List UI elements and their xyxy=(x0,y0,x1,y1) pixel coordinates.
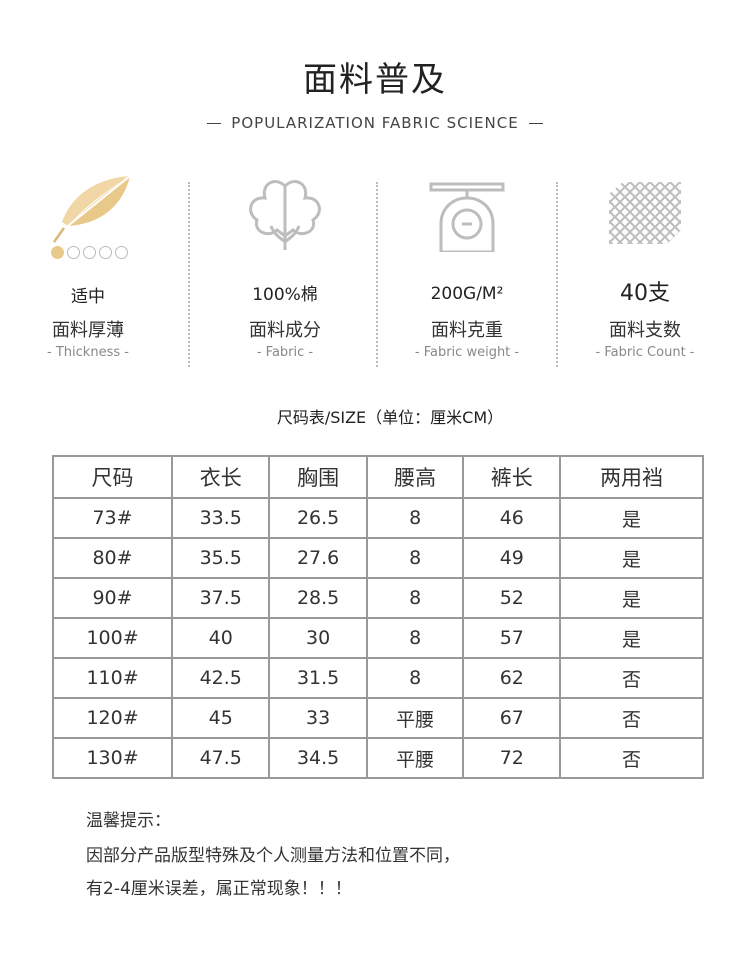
divider xyxy=(376,182,378,367)
table-cell: 28.5 xyxy=(268,577,368,619)
table-cell: 8 xyxy=(365,577,465,619)
table-cell: 30 xyxy=(268,617,368,659)
feature-count: 40支 面料支数 - Fabric Count - xyxy=(560,172,730,372)
feature-name: 面料支数 xyxy=(609,320,681,341)
rating-dot xyxy=(99,246,112,259)
table-cell: 67 xyxy=(462,697,562,739)
table-cell: 8 xyxy=(365,657,465,699)
size-table: 尺码 衣长 胸围 腰高 裤长 两用裆 73# 33.5 26.5 8 46 是 … xyxy=(51,455,704,779)
rating-dot xyxy=(83,246,96,259)
weave-icon xyxy=(609,182,681,244)
divider xyxy=(188,182,190,367)
table-cell: 否 xyxy=(559,697,704,739)
table-cell: 33.5 xyxy=(171,497,271,539)
feature-fabric: 100%棉 面料成分 - Fabric - xyxy=(200,172,370,372)
table-cell: 平腰 xyxy=(365,737,465,779)
table-cell: 35.5 xyxy=(171,537,271,579)
header-length: 衣长 xyxy=(171,455,271,499)
table-cell: 130# xyxy=(51,737,174,779)
table-cell: 否 xyxy=(559,737,704,779)
feature-weight: 200G/M² 面料克重 - Fabric weight - xyxy=(382,172,552,372)
table-cell: 120# xyxy=(51,697,174,739)
table-cell: 52 xyxy=(462,577,562,619)
scale-icon xyxy=(429,182,505,252)
table-cell: 57 xyxy=(462,617,562,659)
table-cell: 是 xyxy=(559,537,704,579)
note-line: 因部分产品版型特殊及个人测量方法和位置不同， xyxy=(86,846,460,866)
table-cell: 8 xyxy=(365,617,465,659)
feature-en: - Fabric - xyxy=(256,345,314,360)
table-header-row: 尺码 衣长 胸围 腰高 裤长 两用裆 xyxy=(51,455,704,499)
header-crotch: 两用裆 xyxy=(559,455,704,499)
table-cell: 否 xyxy=(559,657,704,699)
feature-value: 40支 xyxy=(620,281,670,306)
table-row: 130# 47.5 34.5 平腰 72 否 xyxy=(51,737,704,779)
table-cell: 31.5 xyxy=(268,657,368,699)
table-cell: 8 xyxy=(365,537,465,579)
table-cell: 27.6 xyxy=(268,537,368,579)
table-row: 110# 42.5 31.5 8 62 否 xyxy=(51,657,704,699)
table-cell: 46 xyxy=(462,497,562,539)
feature-en: - Fabric weight - xyxy=(414,345,520,360)
note-line: 有2-4厘米误差，属正常现象！！！ xyxy=(86,879,352,899)
feature-en: - Thickness - xyxy=(47,345,129,360)
page-subtitle: POPULARIZATION FABRIC SCIENCE xyxy=(0,114,750,132)
table-cell: 47.5 xyxy=(171,737,271,779)
fabric-features: 适中 面料厚薄 - Thickness - 100%棉 面料成分 - Fabri… xyxy=(0,172,750,372)
note-heading: 温馨提示： xyxy=(86,811,171,831)
thickness-rating xyxy=(41,244,141,262)
feature-value: 200G/M² xyxy=(430,284,504,304)
rating-dot xyxy=(67,246,80,259)
header-size: 尺码 xyxy=(51,455,174,499)
divider xyxy=(556,182,558,367)
table-row: 100# 40 30 8 57 是 xyxy=(51,617,704,659)
page-title: 面料普及 xyxy=(303,60,447,100)
table-cell: 42.5 xyxy=(171,657,271,699)
feature-value: 100%棉 xyxy=(252,285,318,305)
table-row: 90# 37.5 28.5 8 52 是 xyxy=(51,577,704,619)
table-cell: 37.5 xyxy=(171,577,271,619)
table-cell: 73# xyxy=(51,497,174,539)
table-cell: 是 xyxy=(559,497,704,539)
cotton-icon xyxy=(249,180,321,250)
table-cell: 80# xyxy=(51,537,174,579)
header-chest: 胸围 xyxy=(268,455,368,499)
table-cell: 40 xyxy=(171,617,271,659)
table-cell: 62 xyxy=(462,657,562,699)
feature-value: 适中 xyxy=(71,287,105,307)
subtitle-text: POPULARIZATION FABRIC SCIENCE xyxy=(231,114,519,132)
feature-name: 面料成分 xyxy=(249,320,321,341)
table-cell: 49 xyxy=(462,537,562,579)
table-cell: 26.5 xyxy=(268,497,368,539)
feature-name: 面料克重 xyxy=(431,320,503,341)
feather-icon xyxy=(52,175,131,243)
size-chart-title: 尺码表/SIZE（单位：厘米CM） xyxy=(276,408,504,427)
subtitle-dash-right xyxy=(528,123,543,124)
table-cell: 72 xyxy=(462,737,562,779)
table-cell: 是 xyxy=(559,617,704,659)
table-cell: 33 xyxy=(268,697,368,739)
table-cell: 110# xyxy=(51,657,174,699)
feature-en: - Fabric Count - xyxy=(595,345,695,360)
rating-dot-filled xyxy=(51,246,64,259)
header-waist-height: 腰高 xyxy=(365,455,465,499)
rating-dot xyxy=(115,246,128,259)
table-cell: 是 xyxy=(559,577,704,619)
table-row: 80# 35.5 27.6 8 49 是 xyxy=(51,537,704,579)
feature-thickness: 适中 面料厚薄 - Thickness - xyxy=(3,172,173,372)
table-row: 120# 45 33 平腰 67 否 xyxy=(51,697,704,739)
subtitle-dash-left xyxy=(207,123,222,124)
table-cell: 8 xyxy=(365,497,465,539)
table-cell: 45 xyxy=(171,697,271,739)
table-cell: 100# xyxy=(51,617,174,659)
table-cell: 34.5 xyxy=(268,737,368,779)
table-row: 73# 33.5 26.5 8 46 是 xyxy=(51,497,704,539)
header-pants-length: 裤长 xyxy=(462,455,562,499)
feature-name: 面料厚薄 xyxy=(52,320,124,341)
table-cell: 90# xyxy=(51,577,174,619)
table-cell: 平腰 xyxy=(365,697,465,739)
